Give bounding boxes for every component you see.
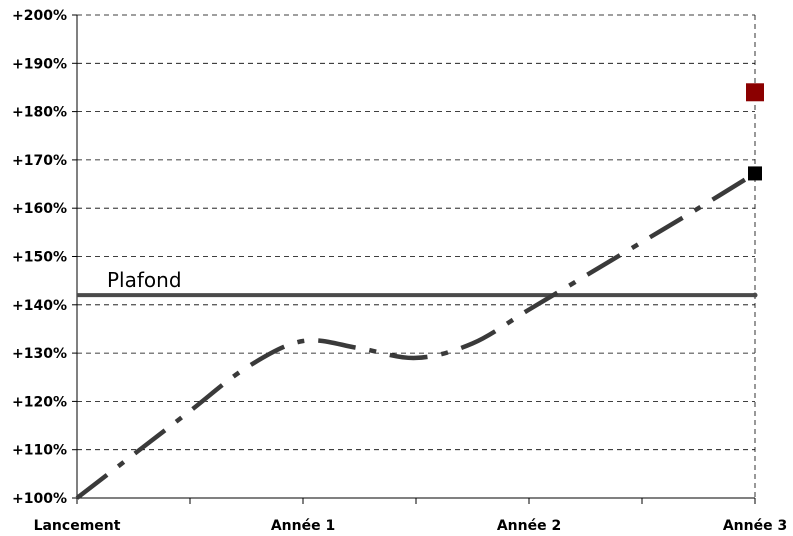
x-tick-label: Année 1 <box>271 518 335 534</box>
y-tick-label: +160% <box>12 201 67 217</box>
y-tick-label: +200% <box>12 8 67 24</box>
series <box>75 171 757 500</box>
series-end-marker <box>748 166 762 181</box>
axes <box>72 14 756 504</box>
x-tick-labels: Lancement Année 1 Année 2 Année 3 <box>34 518 788 534</box>
x-tick-label: Lancement <box>34 518 121 534</box>
markers <box>746 83 764 181</box>
y-tick-label: +150% <box>12 250 67 266</box>
y-tick-label: +110% <box>12 443 67 459</box>
reference-line-end-dot <box>752 292 758 298</box>
grid <box>77 14 756 498</box>
y-tick-label: +180% <box>12 105 67 121</box>
y-tick-label: +170% <box>12 153 67 169</box>
y-tick-label: +130% <box>12 346 67 362</box>
y-tick-label: +190% <box>12 56 67 72</box>
y-tick-labels: +100% +110% +120% +130% +140% +150% +160% +170%… <box>12 8 67 507</box>
y-tick-label: +120% <box>12 394 67 410</box>
reference-line-label: Plafond <box>107 268 182 292</box>
reference-lines: Plafond <box>77 268 758 298</box>
y-tick-label: +140% <box>12 298 67 314</box>
series-line-0 <box>75 171 757 500</box>
x-tick-label: Année 2 <box>497 518 561 534</box>
y-tick-label: +100% <box>12 491 67 507</box>
x-tick-label: Année 3 <box>723 518 787 534</box>
marker-point <box>746 83 764 102</box>
